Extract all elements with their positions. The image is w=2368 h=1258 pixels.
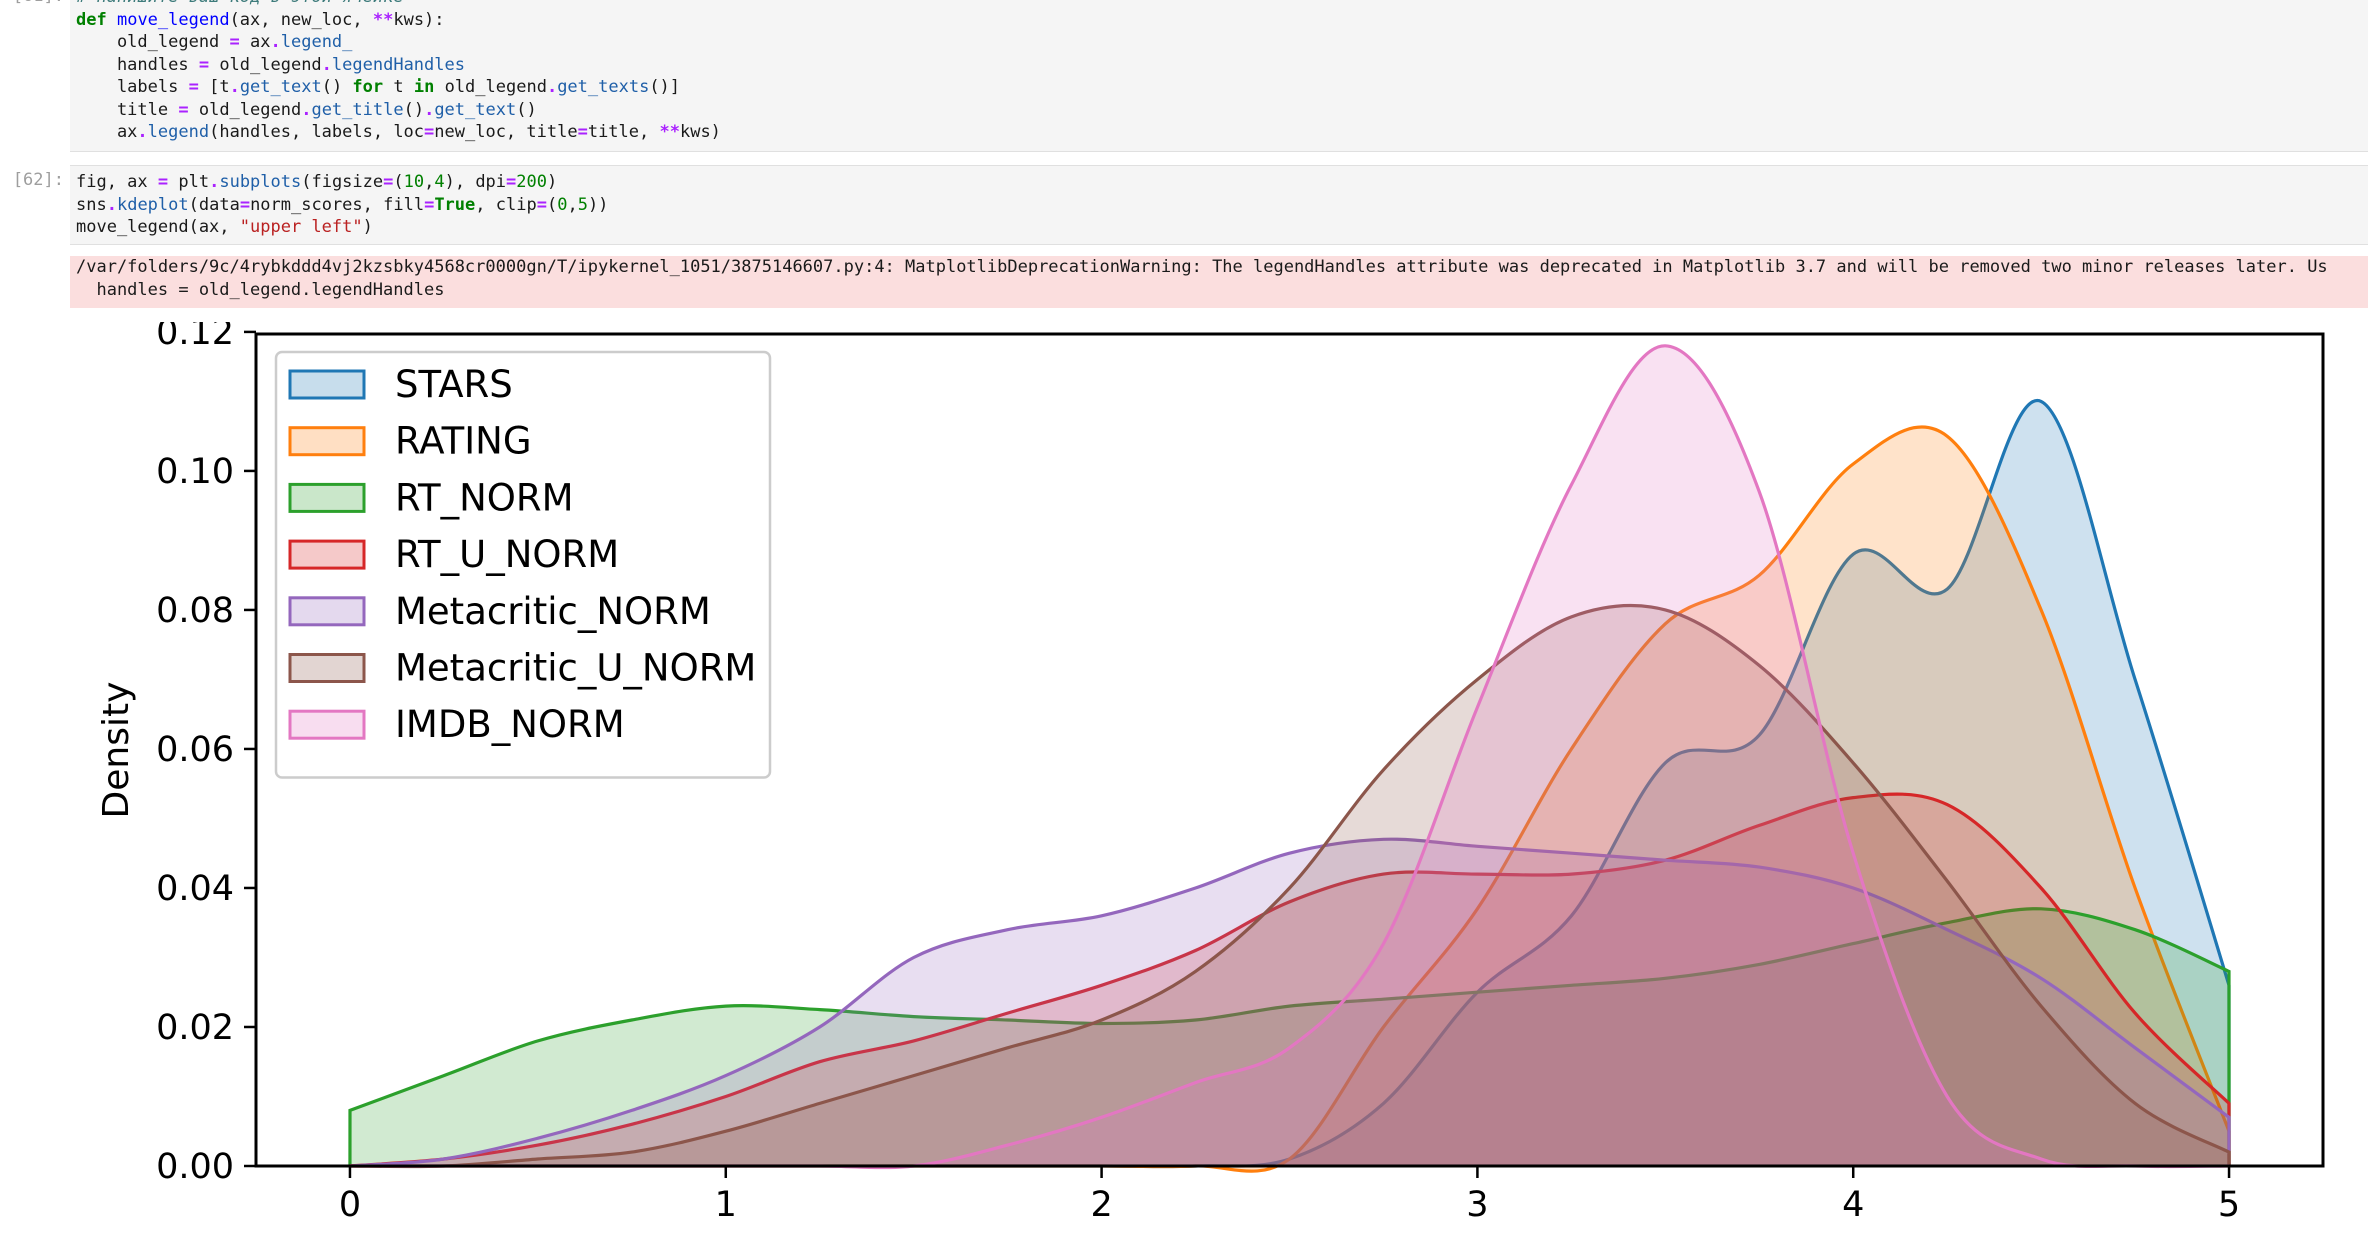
legend-label: RT_U_NORM [395, 533, 619, 576]
code-line-comment: # напишите ваш код в этой ячейке [70, 0, 2368, 9]
x-tick-label: 2 [1090, 1185, 1112, 1225]
y-tick-label: 0.06 [156, 730, 234, 770]
legend-swatch [288, 426, 366, 457]
y-tick-label: 0.10 [156, 452, 234, 492]
y-tick-label: 0.12 [156, 322, 234, 353]
series-line-rt-u-norm [349, 792, 2231, 1168]
warning-text: handles = old_legend.legendHandles [76, 279, 445, 300]
code-line: fig, ax = plt.subplots(figsize=(10,4), d… [76, 172, 558, 192]
legend-label: IMDB_NORM [395, 703, 625, 746]
series-area-rt-u-norm [349, 794, 2230, 1166]
series-area-rt-norm [349, 908, 2230, 1166]
x-tick-label: 3 [1466, 1185, 1488, 1225]
x-tick-label: 5 [2218, 1185, 2240, 1225]
legend-swatch [288, 482, 366, 513]
series-line-metacritic-u-norm [349, 603, 2231, 1169]
stderr-warning: /var/folders/9c/4rybkddd4vj2kzsbky4568cr… [70, 256, 2368, 308]
warning-text: /var/folders/9c/4rybkddd4vj2kzsbky4568cr… [76, 257, 2328, 277]
code-line: ax.legend(handles, labels, loc=new_loc, … [76, 122, 721, 142]
legend-label: RT_NORM [395, 476, 574, 519]
legend-swatch [288, 709, 366, 740]
legend-swatch [288, 653, 366, 683]
code-line: handles = old_legend.legendHandles [76, 54, 465, 75]
code-line: labels = [t.get_text() for t in old_lege… [76, 77, 681, 97]
code-editor[interactable]: # напишите ваш код в этой ячейке def mov… [70, 0, 2368, 152]
series-area-imdb-norm [349, 345, 2230, 1168]
legend-label: Metacritic_U_NORM [395, 647, 756, 690]
legend-label: STARS [395, 363, 513, 406]
y-tick-label: 0.00 [156, 1147, 234, 1187]
legend-label: RATING [395, 420, 532, 463]
plot-areas [348, 344, 2231, 1173]
cell-prompt: [61]: [0, 0, 64, 6]
series-area-metacritic-u-norm [349, 605, 2230, 1167]
y-axis-label: Density [96, 682, 137, 819]
y-ticks: 0.00 0.02 0.04 0.06 0.08 0.10 0.12 [156, 322, 256, 1187]
series-line-metacritic-norm [349, 837, 2231, 1168]
code-editor[interactable]: fig, ax = plt.subplots(figsize=(10,4), d… [70, 165, 2368, 245]
legend: STARS RATING RT_NORM RT_U_NORM Metacritic_NO… [274, 350, 772, 779]
y-tick-label: 0.04 [156, 869, 234, 909]
legend-swatch [288, 539, 366, 570]
y-tick-label: 0.08 [156, 591, 234, 631]
code-line: old_legend = ax.legend_ [76, 32, 353, 52]
series-area-stars [349, 400, 2230, 1167]
cell-prompt: [62]: [12, 170, 64, 190]
series-area-metacritic-norm [349, 839, 2230, 1166]
code-line: title = old_legend.get_title().get_text(… [76, 99, 537, 120]
x-tick-label: 1 [715, 1185, 737, 1225]
series-line-rt-norm [348, 907, 2231, 1167]
legend-swatch [288, 596, 366, 627]
x-tick-label: 0 [339, 1185, 361, 1225]
y-tick-label: 0.02 [156, 1008, 234, 1048]
legend-label: Metacritic_NORM [395, 590, 711, 633]
code-line: move_legend(ax, "upper left") [76, 217, 373, 237]
x-ticks: 0 1 2 3 4 5 [339, 1166, 2240, 1225]
series-area-rating [349, 426, 2230, 1172]
kde-plot: 0.00 0.02 0.04 0.06 0.08 0.10 0.12 0 1 2 3 4 5 Dens… [96, 322, 2325, 1225]
legend-box [274, 350, 772, 779]
code-line: sns.kdeplot(data=norm_scores, fill=True,… [76, 194, 609, 215]
x-tick-label: 4 [1842, 1185, 1864, 1225]
code-line: def move_legend(ax, new_loc, **kws): [76, 9, 445, 30]
legend-swatch [288, 369, 366, 400]
